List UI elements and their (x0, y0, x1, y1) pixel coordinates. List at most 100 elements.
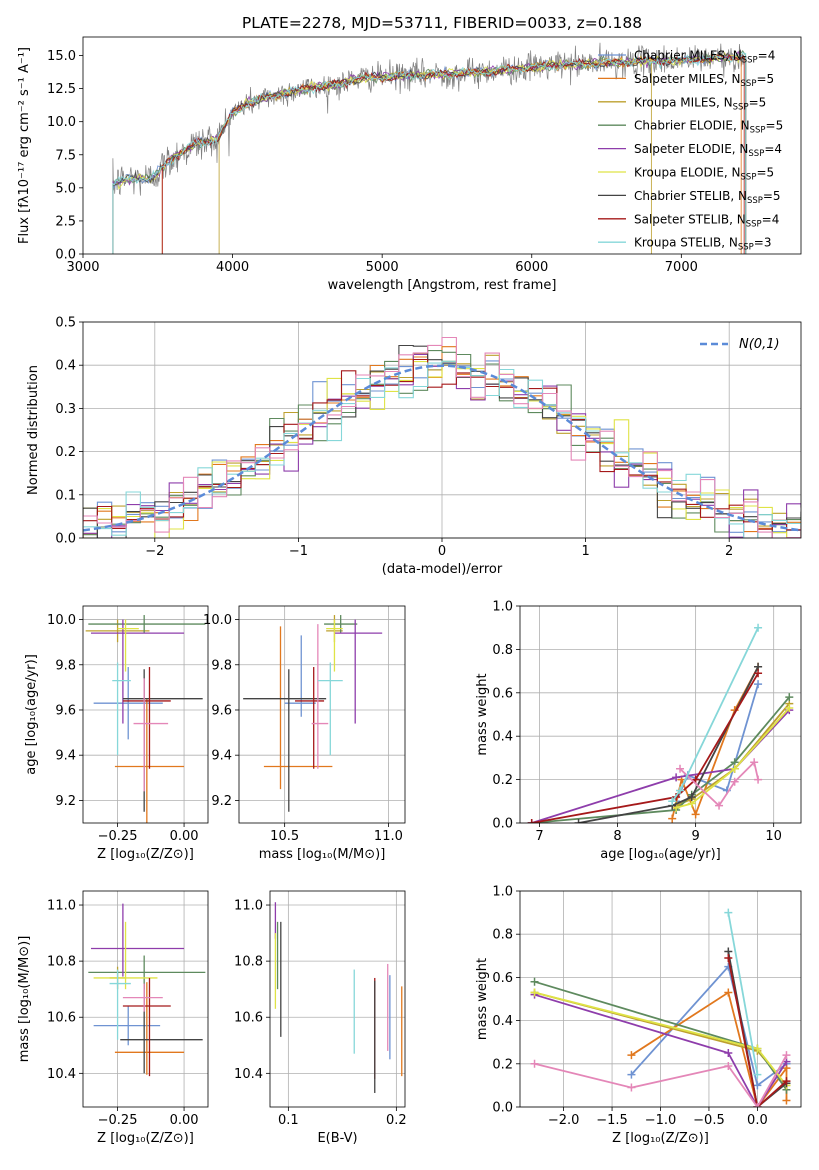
y-tick-label: 0.2 (492, 773, 513, 788)
residuals-plot-area (83, 336, 801, 538)
legend-entry: Kroupa MILES, NSSP=5 (634, 95, 766, 112)
y-tick-label: 0.3 (55, 402, 76, 417)
y-tick-label: 1.0 (492, 600, 513, 615)
errorbar-point (88, 615, 206, 634)
mass-weight-marker (753, 1044, 762, 1053)
x-tick-label: 0.00 (170, 829, 199, 844)
x-tick-label: −0.25 (98, 829, 138, 844)
errorbar-point (326, 619, 343, 672)
mass-weight-marker (754, 669, 763, 678)
mass-weight-marker (782, 1051, 791, 1060)
x-tick-label: 9 (691, 829, 699, 844)
y-tick-label: 10.0 (203, 613, 232, 628)
x-tick-label: −0.5 (693, 1113, 725, 1128)
errorbar-point (117, 619, 139, 672)
errorbar-point (122, 669, 203, 812)
x-tick-label: 0.1 (278, 1113, 299, 1128)
y-tick-label: 7.5 (55, 148, 76, 163)
mass-weight-marker (672, 773, 681, 782)
residuals-axes: −2 −1 0 1 2 0.0 0.1 0.2 0.3 0.4 0.5 (data-model)/er… (26, 316, 802, 577)
mass-weight-marker (574, 819, 583, 823)
massweight-vs-age-plot-area (527, 623, 794, 823)
model-spectrum-line (218, 54, 652, 254)
x-tick-label: 0.2 (386, 1113, 407, 1128)
errorbar-point (85, 619, 150, 643)
x-tick-label: 4000 (216, 260, 249, 275)
mass-vs-EBV-axes: 0.1 0.2 10.4 10.6 10.8 11.0 E(B-V) (234, 890, 407, 1146)
errorbar-point (90, 619, 185, 724)
y-tick-label: 9.6 (211, 703, 232, 718)
mass-weight-line (531, 672, 759, 823)
y-tick-label: 0.0 (55, 532, 76, 547)
x-tick-label: 7 (535, 829, 543, 844)
spectrum-title: PLATE=2278, MJD=53711, FIBERID=0033, z=0… (242, 14, 642, 32)
x-tick-label: 1 (581, 544, 589, 559)
y-tick-label: 9.2 (55, 794, 76, 809)
mass-weight-line (531, 696, 790, 823)
errorbar-point (133, 678, 169, 792)
massweight-vs-age-ylabel: mass weight (475, 673, 490, 755)
errorbar-point (122, 983, 163, 1012)
mass-weight-marker (627, 1070, 636, 1079)
mass-weight-series (530, 1051, 791, 1107)
mass-weight-marker (724, 988, 733, 997)
axes-frame (82, 605, 209, 824)
legend-entry: Kroupa STELIB, NSSP=3 (634, 236, 772, 253)
mass-weight-series (676, 758, 763, 810)
legend-entry: Chabrier STELIB, NSSP=5 (634, 189, 781, 206)
spectrum-ylabel: Flux [fλ10⁻¹⁷ erg cm⁻² s⁻¹ A⁻¹] (17, 47, 32, 244)
mass-weight-line (727, 957, 788, 1107)
y-tick-label: 0.4 (55, 359, 76, 374)
y-tick-label: 0.6 (492, 686, 513, 701)
mass-weight-marker (730, 764, 739, 773)
x-tick-label: 10.5 (270, 829, 299, 844)
mass-weight-line (534, 993, 788, 1107)
mass-weight-marker (785, 703, 794, 712)
mass-weight-marker (530, 988, 539, 997)
y-tick-label: 9.4 (211, 749, 232, 764)
x-tick-label: 7000 (665, 260, 698, 275)
mass-weight-marker (668, 814, 677, 823)
errorbar-point (93, 667, 163, 740)
mass-weight-marker (687, 792, 696, 801)
x-tick-label: 8 (613, 829, 621, 844)
mass-weight-marker (527, 819, 536, 823)
mass-weight-line (675, 703, 790, 807)
mass-weight-marker (676, 764, 685, 773)
mass-weight-marker (750, 758, 759, 767)
mass-weight-series (527, 706, 794, 823)
mass-weight-marker (754, 775, 763, 784)
errorbar-point (284, 635, 316, 717)
y-tick-label: 10.4 (234, 1067, 263, 1082)
x-tick-label: 6000 (515, 260, 548, 275)
mass-weight-marker (724, 1049, 733, 1057)
y-tick-label: 0.4 (492, 1014, 513, 1029)
age-vs-mass-xlabel: mass [log₁₀(M/M⊙)] (259, 847, 386, 862)
spectrum-axes: 3000 4000 5000 6000 7000 0.0 2.5 5.0 7.5 10.0 12.5… (17, 14, 802, 293)
mass-weight-marker (753, 1070, 762, 1079)
y-tick-label: 0.5 (55, 316, 76, 331)
massweight-vs-Z-xlabel: Z [log₁₀(Z/Z⊙)] (612, 1131, 709, 1146)
legend-entry: Salpeter STELIB, NSSP=4 (634, 212, 779, 229)
mass-weight-line (578, 666, 759, 823)
y-tick-label: 10.4 (47, 1067, 76, 1082)
y-tick-label: 0.0 (55, 248, 76, 263)
y-tick-label: 10.6 (234, 1011, 263, 1026)
x-tick-label: 11.0 (374, 829, 403, 844)
legend-entry: Kroupa ELODIE, NSSP=5 (634, 166, 774, 183)
y-tick-label: 15.0 (47, 49, 76, 64)
errorbar-point (109, 969, 131, 1040)
mass-weight-marker (785, 693, 794, 702)
mass-weight-line (727, 912, 759, 1075)
y-tick-label: 0.2 (492, 1057, 513, 1072)
massweight-vs-Z-axes: −2.0 −1.5 −1.0 −0.5 0.0 0.0 0.2 0.4 0.6 0.8 1.0 Z [… (475, 885, 802, 1146)
y-tick-label: 0.1 (55, 488, 76, 503)
y-tick-label: 0.8 (492, 643, 513, 658)
legend-entry: Salpeter MILES, NSSP=5 (634, 72, 774, 89)
errorbar-point (311, 624, 329, 769)
y-tick-label: 10.6 (47, 1011, 76, 1026)
x-tick-label: 3000 (66, 260, 99, 275)
axes-frame (82, 890, 209, 1108)
errorbar-point (90, 903, 185, 977)
